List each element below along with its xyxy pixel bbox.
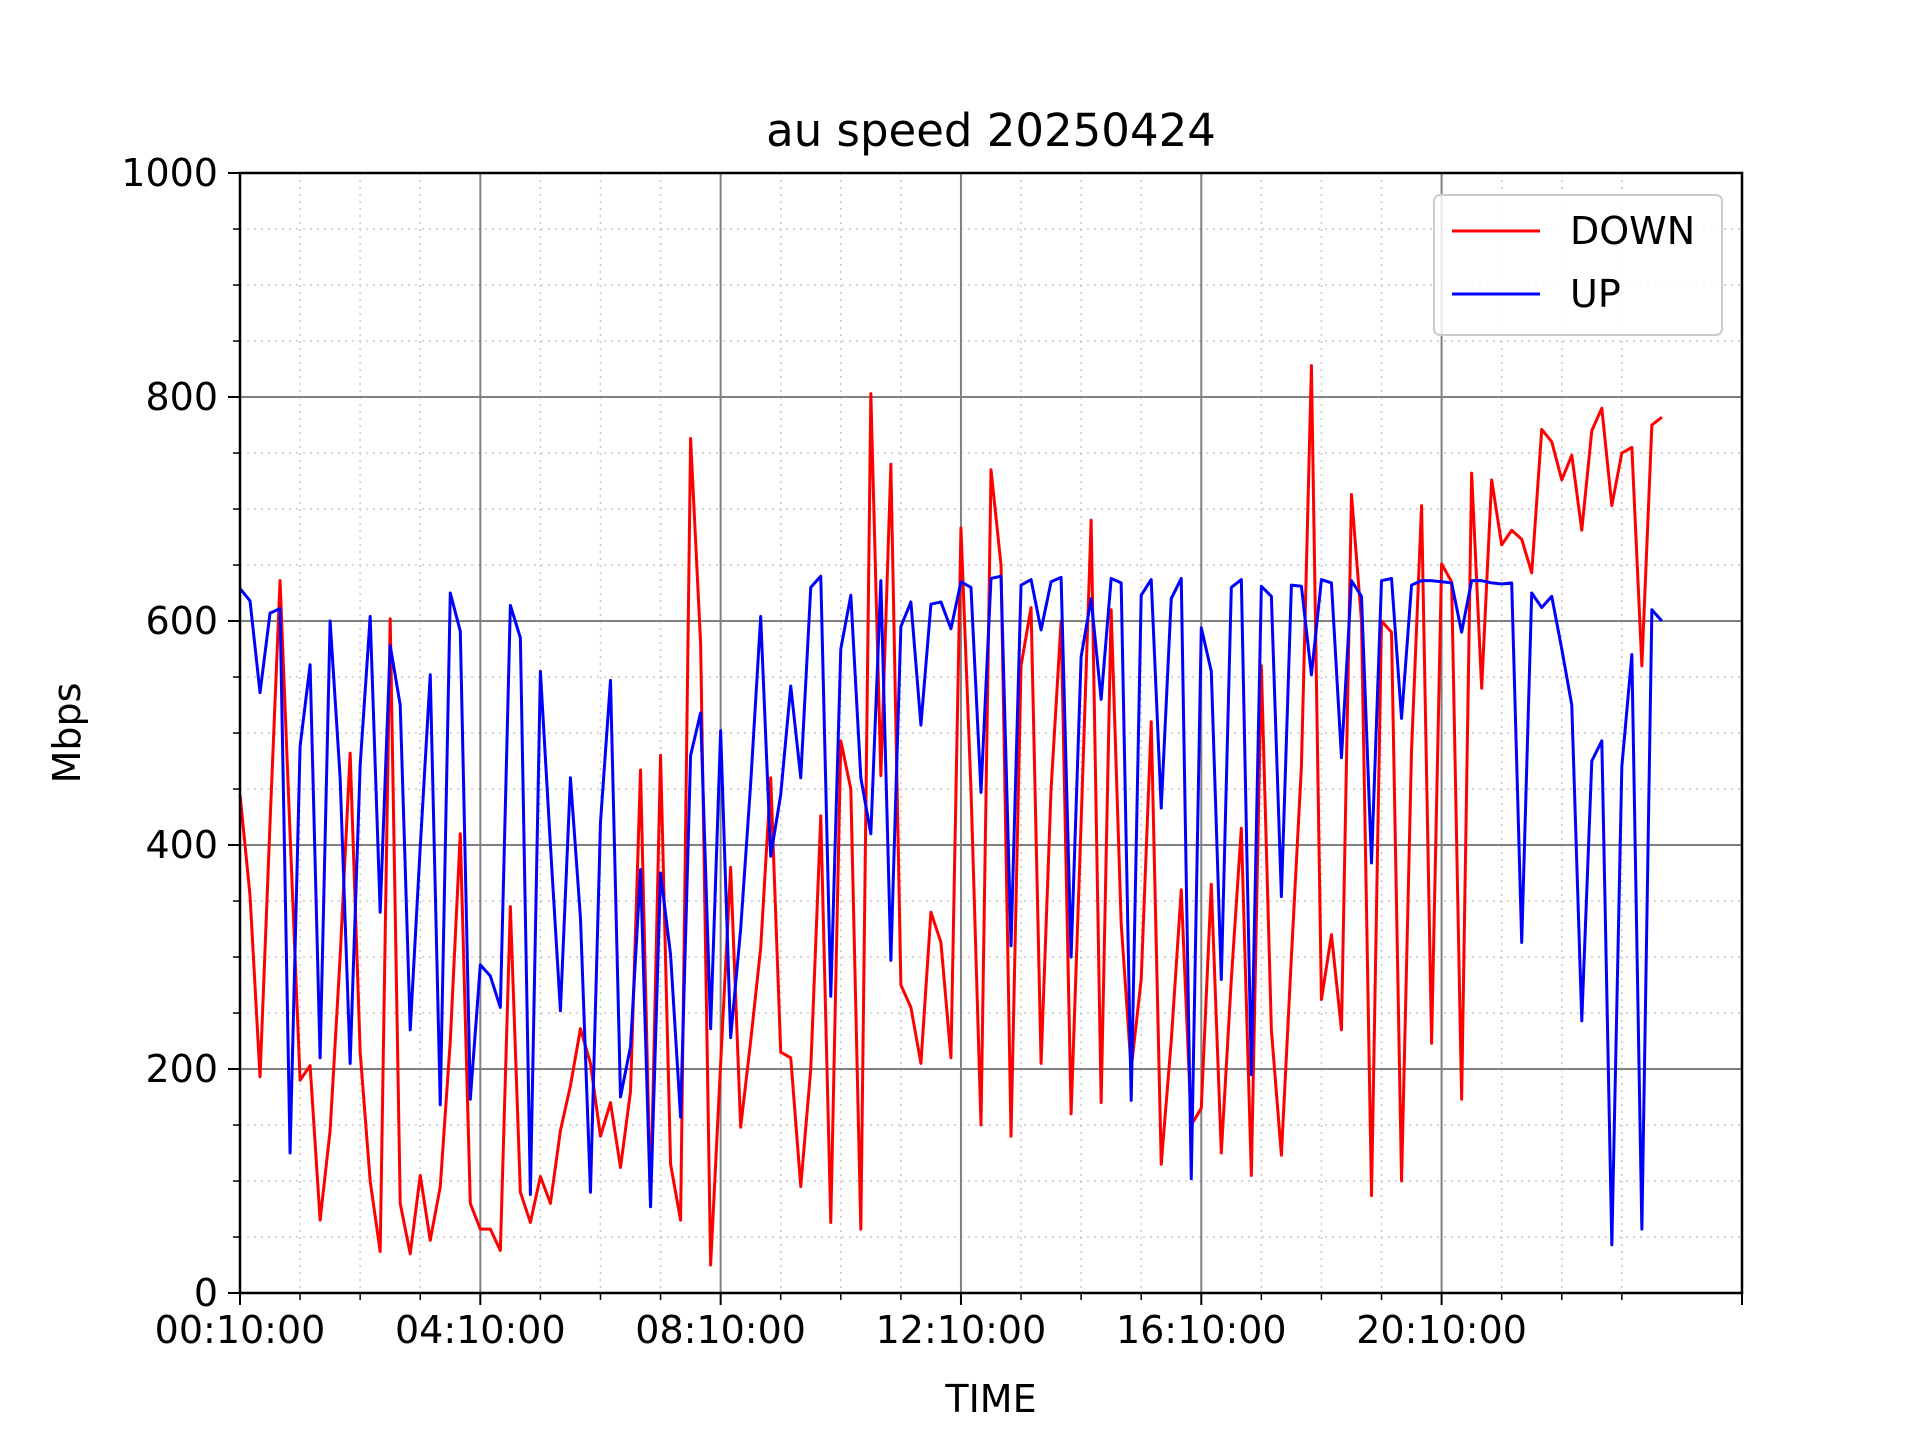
x-tick-label: 12:10:00 xyxy=(876,1308,1047,1352)
series-line-down xyxy=(238,364,1663,1267)
y-tick-label: 1000 xyxy=(121,151,218,195)
x-tick-label: 08:10:00 xyxy=(635,1308,806,1352)
series-line-up xyxy=(238,574,1664,1247)
x-tick-label: 00:10:00 xyxy=(155,1308,326,1352)
x-axis-title: TIME xyxy=(944,1377,1036,1421)
axis-ticks: 00:10:00 04:10:00 08:10:00 12:10:00 16:10:00… xyxy=(121,151,1743,1352)
legend-label-down: DOWN xyxy=(1570,209,1695,253)
y-tick-label: 800 xyxy=(145,375,218,419)
y-axis-title: Mbps xyxy=(45,683,89,784)
y-tick-label: 600 xyxy=(145,599,218,643)
x-tick-label: 16:10:00 xyxy=(1116,1308,1287,1352)
x-tick-label: 04:10:00 xyxy=(395,1308,566,1352)
legend-label-up: UP xyxy=(1570,272,1621,316)
legend: DOWN UP xyxy=(1433,194,1723,336)
y-tick-label: 200 xyxy=(145,1047,218,1091)
chart-title: au speed 20250424 xyxy=(766,104,1216,157)
series-layer xyxy=(238,364,1664,1267)
x-tick-label: 20:10:00 xyxy=(1356,1308,1527,1352)
y-tick-label: 0 xyxy=(194,1271,218,1315)
y-tick-label: 400 xyxy=(145,823,218,867)
